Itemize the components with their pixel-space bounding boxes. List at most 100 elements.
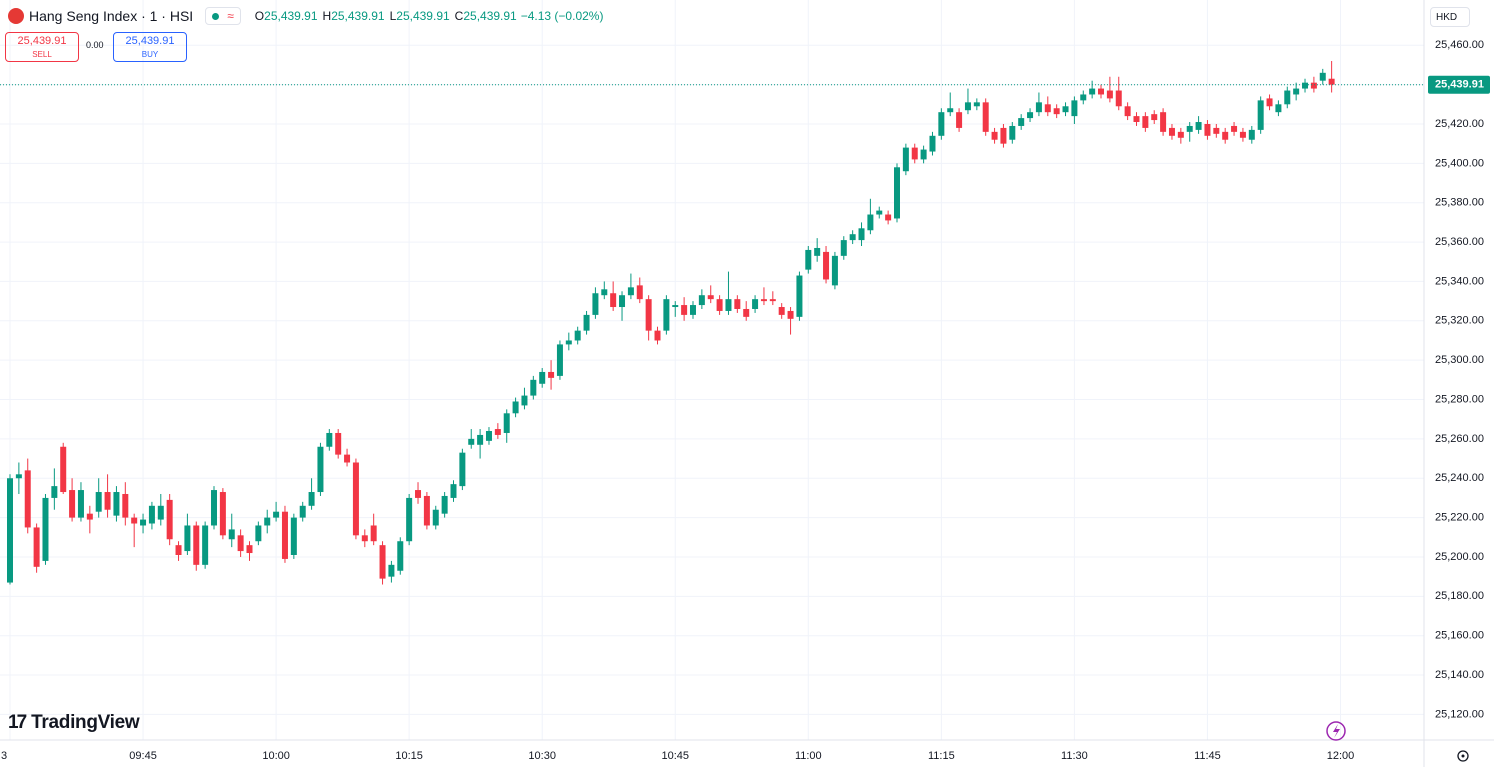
ohlc-label: O xyxy=(254,9,265,23)
ohlc-value: 25,439.91 xyxy=(396,9,450,23)
candle-body xyxy=(415,490,422,498)
y-tick-label: 25,380.00 xyxy=(1435,197,1484,209)
ohlc-label: H xyxy=(322,9,332,23)
candle-body xyxy=(1222,131,1229,140)
candle-body xyxy=(503,413,510,433)
symbol-logo xyxy=(8,8,24,24)
candle-body xyxy=(619,295,626,308)
candle-body xyxy=(432,509,439,526)
candle-body xyxy=(982,102,989,132)
candle-body xyxy=(397,541,404,571)
candle-body xyxy=(255,525,262,542)
y-tick-label: 25,160.00 xyxy=(1435,630,1484,642)
candle-body xyxy=(574,330,581,341)
candle-body xyxy=(148,505,155,524)
candle-body xyxy=(317,446,324,493)
candle-body xyxy=(77,490,84,518)
currency-select[interactable]: HKD xyxy=(1430,7,1470,27)
candle-body xyxy=(352,462,359,536)
y-tick-label: 25,300.00 xyxy=(1435,354,1484,366)
settings-icon[interactable] xyxy=(1457,750,1469,762)
candle-body xyxy=(964,102,971,111)
last-price-tag xyxy=(1428,75,1490,94)
buy-label: BUY xyxy=(141,50,159,59)
replay-icon[interactable] xyxy=(1326,721,1346,741)
candle-body xyxy=(1124,106,1131,117)
brand-logo[interactable]: 17 TradingView xyxy=(8,712,140,734)
candle-body xyxy=(1284,90,1291,105)
candle-body xyxy=(237,535,244,552)
candle-body xyxy=(7,478,13,583)
candle-body xyxy=(1310,82,1317,89)
x-tick-label: 11:15 xyxy=(928,750,955,762)
candle-body xyxy=(485,431,492,441)
candle-body xyxy=(228,529,235,540)
legend-header: Hang Seng Index · 1 · HSI ≈ O25,439.91 H2… xyxy=(0,5,603,27)
candle-body xyxy=(1328,78,1335,85)
ohlc-value: 25,439.91 xyxy=(463,9,517,23)
candle-body xyxy=(902,147,909,172)
candle-body xyxy=(1089,88,1096,95)
candle-body xyxy=(344,454,351,463)
symbol-title[interactable]: Hang Seng Index · 1 · HSI xyxy=(29,8,194,24)
candle-body xyxy=(1186,125,1193,132)
candle-body xyxy=(1098,88,1105,95)
candle-body xyxy=(33,527,40,567)
x-tick-label: 11:45 xyxy=(1194,750,1221,762)
candle-body xyxy=(468,438,475,445)
buy-price: 25,439.91 xyxy=(125,35,175,47)
y-tick-label: 25,120.00 xyxy=(1435,708,1484,720)
candle-body xyxy=(86,513,93,520)
candle-body xyxy=(1027,112,1034,119)
candle-body xyxy=(672,305,679,308)
candle-body xyxy=(193,525,200,565)
candle-body xyxy=(858,228,865,241)
candle-body xyxy=(805,249,812,270)
candle-body xyxy=(1257,100,1264,130)
ohlc-label: L xyxy=(389,9,397,23)
candle-body xyxy=(1302,82,1309,89)
candle-body xyxy=(663,299,670,331)
sell-button[interactable]: 25,439.91 SELL xyxy=(5,32,79,62)
change: −4.13 (−0.02%) xyxy=(520,9,604,23)
candle-body xyxy=(1106,90,1113,99)
y-tick-label: 25,140.00 xyxy=(1435,669,1484,681)
candle-body xyxy=(406,497,413,542)
brand-mark: 17 xyxy=(8,712,27,733)
buy-button[interactable]: 25,439.91 BUY xyxy=(113,32,187,62)
candle-body xyxy=(707,295,714,300)
candle-body xyxy=(1071,100,1078,117)
candle-body xyxy=(281,511,288,559)
candle-body xyxy=(140,519,147,526)
status-badges[interactable]: ≈ xyxy=(205,7,241,25)
x-tick-label: 11:00 xyxy=(795,750,822,762)
ohlc-label: C xyxy=(454,9,464,23)
candle-body xyxy=(211,490,218,526)
candle-body xyxy=(565,340,572,345)
candle-body xyxy=(246,545,253,554)
lightning xyxy=(1333,724,1340,738)
candle-body xyxy=(423,495,430,526)
candle-body xyxy=(308,492,315,506)
candle-body xyxy=(627,287,634,296)
candle-body xyxy=(947,108,954,113)
candle-body xyxy=(548,371,555,378)
candle-body xyxy=(778,307,785,315)
ohlc-value: 25,439.91 xyxy=(264,9,318,23)
x-tick-label: 12:00 xyxy=(1327,750,1355,762)
candle-body xyxy=(1293,88,1300,95)
y-tick-label: 25,200.00 xyxy=(1435,551,1484,563)
candle-body xyxy=(1062,106,1069,113)
candle-body xyxy=(787,310,794,319)
y-tick-label: 25,220.00 xyxy=(1435,512,1484,524)
x-tick-label: 10:45 xyxy=(661,750,689,762)
y-tick-label: 25,240.00 xyxy=(1435,472,1484,484)
candle-body xyxy=(1018,118,1025,126)
y-tick-label: 25,320.00 xyxy=(1435,315,1484,327)
candle-body xyxy=(867,214,874,231)
ohlc-item: H25,439.91 xyxy=(323,9,385,23)
candle-body xyxy=(450,484,457,498)
settings-dot xyxy=(1461,754,1465,758)
candle-body xyxy=(1133,116,1140,123)
candle-body xyxy=(1195,122,1202,130)
